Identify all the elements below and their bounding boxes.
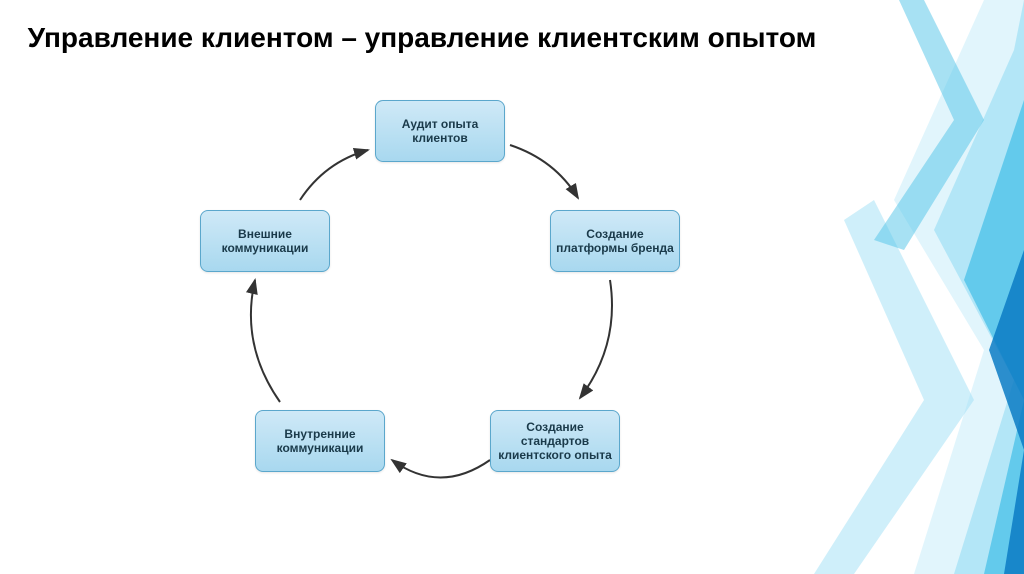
arrow-3 [392,460,490,478]
cycle-node-4: Внутренние коммуникации [255,410,385,472]
cycle-node-3: Создание стандартов клиентского опыта [490,410,620,472]
arrow-5 [300,150,368,200]
arrows-layer [160,100,720,560]
arrow-1 [510,145,578,198]
slide-title: Управление клиентом – управление клиентс… [0,20,844,56]
cycle-node-2: Создание платформы бренда [550,210,680,272]
cycle-node-5: Внешние коммуникации [200,210,330,272]
cycle-node-1: Аудит опыта клиентов [375,100,505,162]
arrow-2 [580,280,612,398]
background-decoration [724,0,1024,574]
cycle-diagram: Аудит опыта клиентов Создание платформы б… [160,100,720,560]
arrow-4 [251,280,280,402]
